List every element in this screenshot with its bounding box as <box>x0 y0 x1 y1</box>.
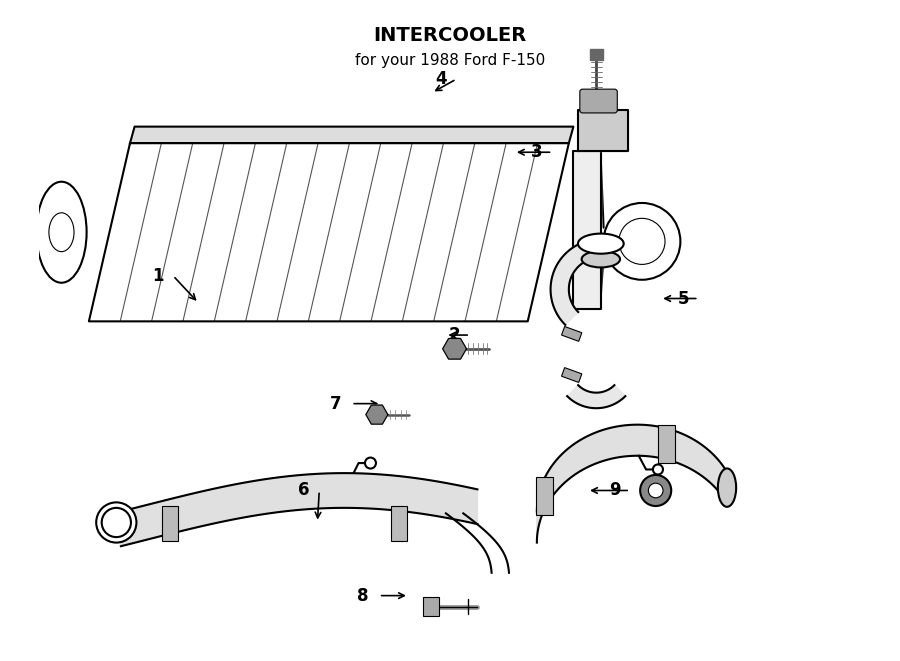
Bar <box>423 598 439 616</box>
Text: INTERCOOLER: INTERCOOLER <box>374 26 526 46</box>
Text: 7: 7 <box>330 395 341 412</box>
Polygon shape <box>567 385 626 408</box>
Polygon shape <box>443 338 466 359</box>
Ellipse shape <box>581 251 620 268</box>
FancyBboxPatch shape <box>580 89 617 113</box>
Bar <box>562 368 581 383</box>
Text: for your 1988 Ford F-150: for your 1988 Ford F-150 <box>355 53 545 68</box>
Bar <box>659 424 675 463</box>
Text: 2: 2 <box>449 326 461 344</box>
Ellipse shape <box>49 213 74 252</box>
Text: 9: 9 <box>608 481 620 500</box>
Text: 8: 8 <box>357 586 369 605</box>
Text: 6: 6 <box>298 481 310 500</box>
Ellipse shape <box>578 233 624 254</box>
Polygon shape <box>551 240 596 325</box>
Bar <box>562 327 581 341</box>
Text: 3: 3 <box>531 143 543 161</box>
Text: 5: 5 <box>678 290 688 307</box>
Polygon shape <box>536 424 727 543</box>
Polygon shape <box>573 151 601 309</box>
Bar <box>590 49 603 60</box>
Polygon shape <box>366 405 388 424</box>
Circle shape <box>365 457 376 469</box>
Ellipse shape <box>718 469 736 507</box>
Polygon shape <box>121 473 477 546</box>
Polygon shape <box>578 110 628 151</box>
Circle shape <box>640 475 671 506</box>
Text: 1: 1 <box>152 266 163 285</box>
Bar <box>391 506 407 541</box>
Text: 4: 4 <box>435 70 446 88</box>
Circle shape <box>619 218 665 264</box>
Circle shape <box>96 502 137 543</box>
Circle shape <box>648 483 663 498</box>
Bar <box>162 506 178 541</box>
Polygon shape <box>130 127 573 143</box>
Bar <box>536 477 553 516</box>
Ellipse shape <box>36 182 86 283</box>
Circle shape <box>604 203 680 280</box>
Polygon shape <box>89 143 569 321</box>
Circle shape <box>102 508 130 537</box>
Circle shape <box>652 465 663 475</box>
